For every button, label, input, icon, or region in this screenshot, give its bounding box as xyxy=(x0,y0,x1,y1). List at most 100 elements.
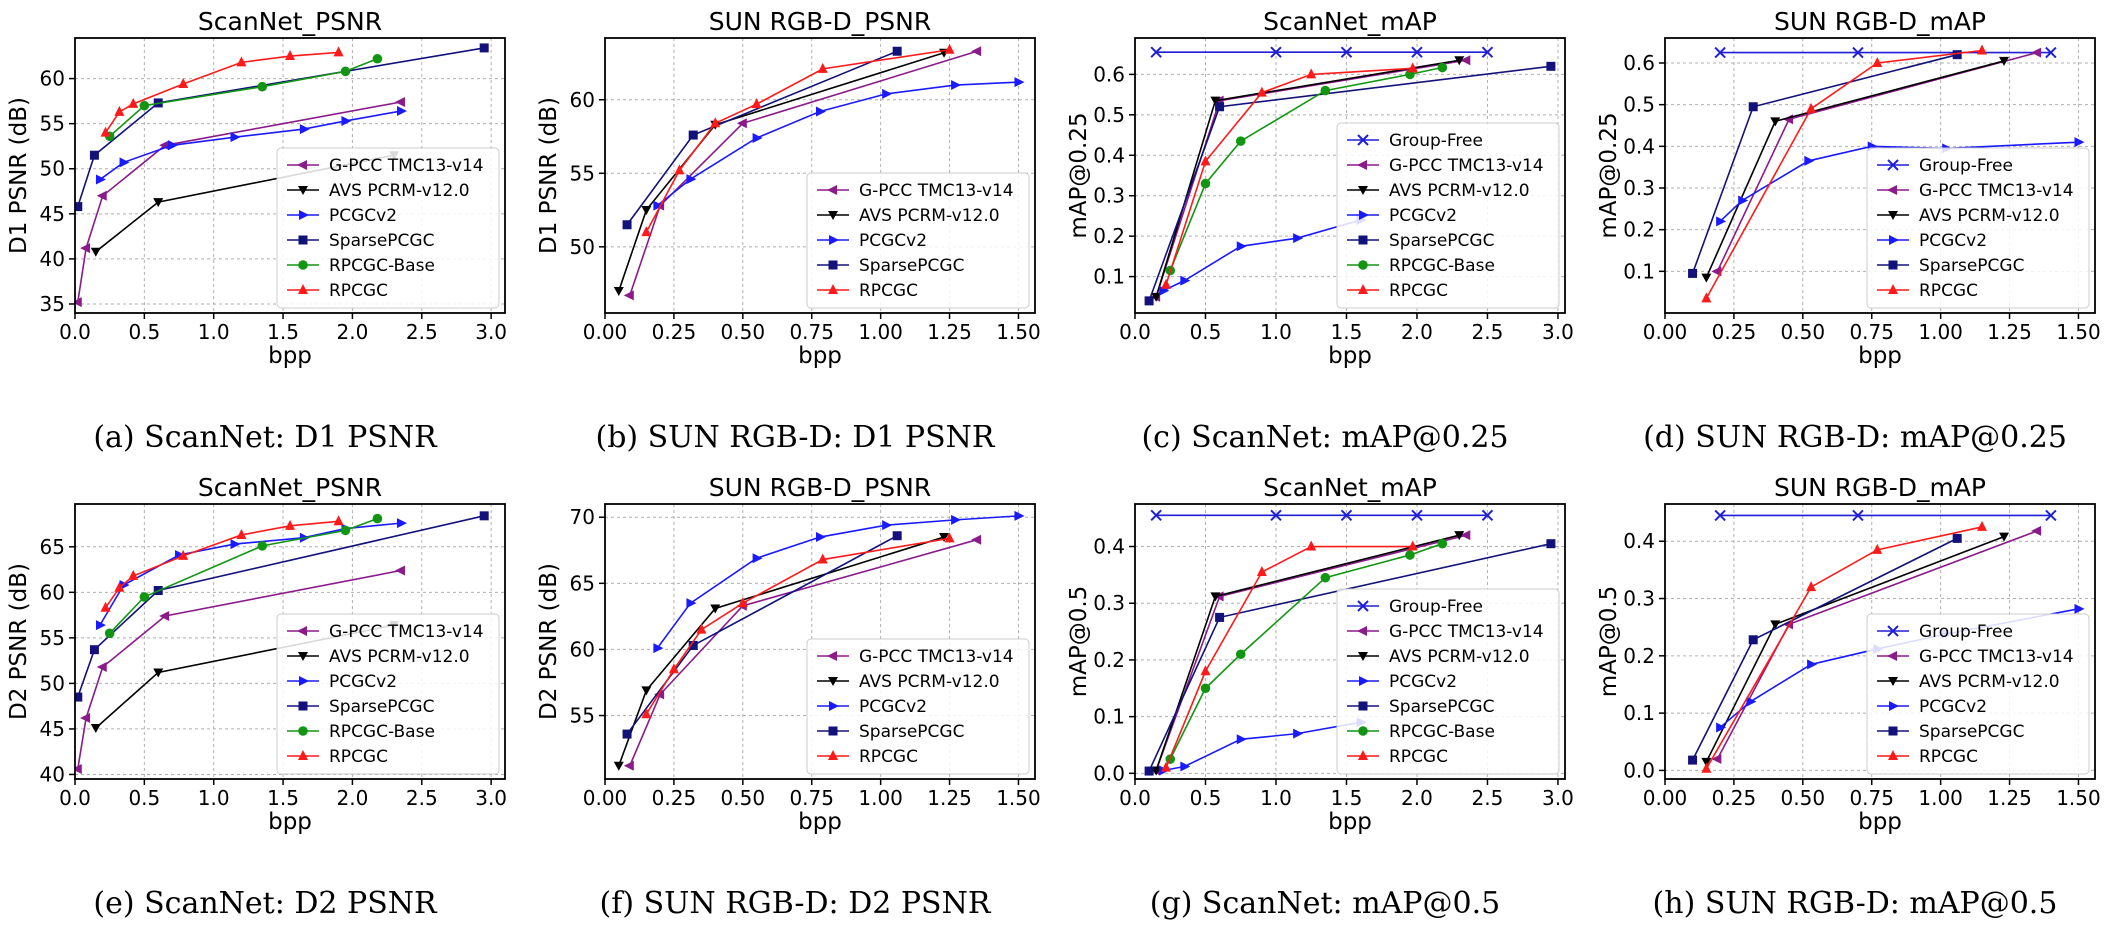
legend-marker xyxy=(298,701,308,711)
y-tick-label: 0.0 xyxy=(1093,761,1125,785)
figure-caption: (g) ScanNet: mAP@0.5 xyxy=(1149,886,1501,921)
series-sparsepcgc xyxy=(622,531,902,739)
y-tick-label: 0.5 xyxy=(1623,93,1655,117)
x-tick-label: 1.50 xyxy=(2056,786,2101,810)
legend-label: G-PCC TMC13-v14 xyxy=(859,647,1014,667)
data-point xyxy=(139,100,150,111)
series-group-free xyxy=(1714,46,2057,59)
plot-frame xyxy=(74,37,506,314)
data-point xyxy=(1701,757,1712,767)
x-tick-label: 2.5 xyxy=(406,320,438,344)
data-point xyxy=(80,243,91,254)
data-point xyxy=(1200,683,1211,694)
legend-marker xyxy=(1888,750,1898,760)
y-tick-label: 0.6 xyxy=(1093,62,1125,86)
legend-marker xyxy=(299,676,309,686)
data-point xyxy=(1161,278,1172,289)
data-point xyxy=(285,50,295,61)
x-tick-label: 2.5 xyxy=(1472,786,1504,810)
series-pcgcv2 xyxy=(1159,214,1367,296)
data-point xyxy=(95,174,106,185)
legend: Group-Free G-PCC TMC13-v14 AVS PCRM-v12.0 P… xyxy=(1336,588,1560,775)
data-point xyxy=(623,760,634,771)
y-tick-label: 40 xyxy=(40,247,65,271)
x-tick-label: 0.50 xyxy=(721,320,766,344)
data-point xyxy=(1454,531,1465,541)
y-tick-label: 60 xyxy=(40,580,65,604)
y-tick-label: 40 xyxy=(40,762,65,786)
y-tick-label: 0.0 xyxy=(1623,758,1655,782)
x-tick-label: 3.0 xyxy=(475,320,507,344)
legend-box xyxy=(806,638,1030,775)
data-point xyxy=(394,97,405,108)
data-point xyxy=(641,226,652,237)
data-point xyxy=(1235,649,1246,660)
x-tick-label: 0.5 xyxy=(128,320,160,344)
series-line xyxy=(629,538,978,767)
legend-label: Group-Free xyxy=(1389,597,1483,617)
legend-marker xyxy=(298,260,308,270)
x-tick-label: 0.75 xyxy=(1849,320,1894,344)
legend-marker xyxy=(298,186,308,195)
data-point xyxy=(951,80,962,91)
data-point xyxy=(1236,734,1247,745)
x-tick-label: 0.00 xyxy=(583,786,628,810)
legend-label: AVS PCRM-v12.0 xyxy=(1389,181,1530,201)
legend-label: RPCGC-Base xyxy=(1389,722,1495,742)
series-pcgcv2 xyxy=(95,106,407,185)
x-tick-label: 1.5 xyxy=(1331,320,1363,344)
data-point xyxy=(1852,509,1864,522)
series-line xyxy=(1162,219,1361,292)
data-point xyxy=(285,519,295,530)
y-tick-label: 50 xyxy=(40,671,65,695)
series-sparsepcgc xyxy=(1688,533,1962,765)
legend-label: AVS PCRM-v12.0 xyxy=(329,647,470,667)
plot-area xyxy=(1144,509,1556,776)
data-point xyxy=(696,623,707,634)
legend-marker xyxy=(1888,726,1898,736)
data-point xyxy=(75,763,82,774)
legend-label: AVS PCRM-v12.0 xyxy=(859,206,1000,226)
data-point xyxy=(1804,155,1815,166)
legend-box xyxy=(1336,588,1560,775)
data-point xyxy=(139,592,150,602)
data-point xyxy=(1481,46,1494,58)
data-point xyxy=(817,62,828,73)
legend-marker xyxy=(1888,260,1898,270)
data-point xyxy=(96,190,107,201)
y-tick-label: 55 xyxy=(570,704,595,728)
x-axis-label: bpp xyxy=(1858,343,1902,369)
plot-area xyxy=(613,43,1025,301)
data-point xyxy=(1405,550,1415,560)
legend-marker xyxy=(1359,210,1369,220)
x-tick-label: 0.75 xyxy=(789,786,834,810)
data-point xyxy=(230,539,241,550)
data-point xyxy=(1999,56,2010,66)
data-point xyxy=(2045,509,2057,522)
legend-label: PCGCv2 xyxy=(329,206,397,226)
y-tick-label: 65 xyxy=(40,535,65,559)
y-tick-label: 70 xyxy=(570,505,595,529)
y-tick-label: 45 xyxy=(40,202,65,226)
legend-label: G-PCC TMC13-v14 xyxy=(329,156,484,176)
data-point xyxy=(168,140,179,151)
data-point xyxy=(653,200,664,211)
x-tick-label: 2.5 xyxy=(406,786,438,810)
data-point xyxy=(816,106,826,117)
y-tick-label: 55 xyxy=(570,161,595,185)
x-tick-label: 0.0 xyxy=(59,786,91,810)
x-tick-label: 1.50 xyxy=(996,320,1041,344)
chart-title: SUN RGB-D_mAP xyxy=(1774,7,1986,36)
chart-svg-g: ScanNet_mAP 0.0 0.5 1.0 1.5 2.0 2.5 3.0 0.0 0.1 0.… xyxy=(1066,473,1574,835)
legend-label: G-PCC TMC13-v14 xyxy=(859,181,1014,201)
legend-marker xyxy=(1889,701,1899,711)
figure-caption: (e) ScanNet: D2 PSNR xyxy=(93,886,437,921)
plot-frame xyxy=(604,503,1036,780)
legend-marker xyxy=(298,235,308,245)
x-tick-label: 1.00 xyxy=(858,320,903,344)
y-tick-label: 0.4 xyxy=(1623,529,1655,553)
data-point xyxy=(971,46,982,57)
data-point xyxy=(96,661,107,672)
series-rpcgc-base xyxy=(104,513,383,639)
data-point xyxy=(90,724,101,734)
